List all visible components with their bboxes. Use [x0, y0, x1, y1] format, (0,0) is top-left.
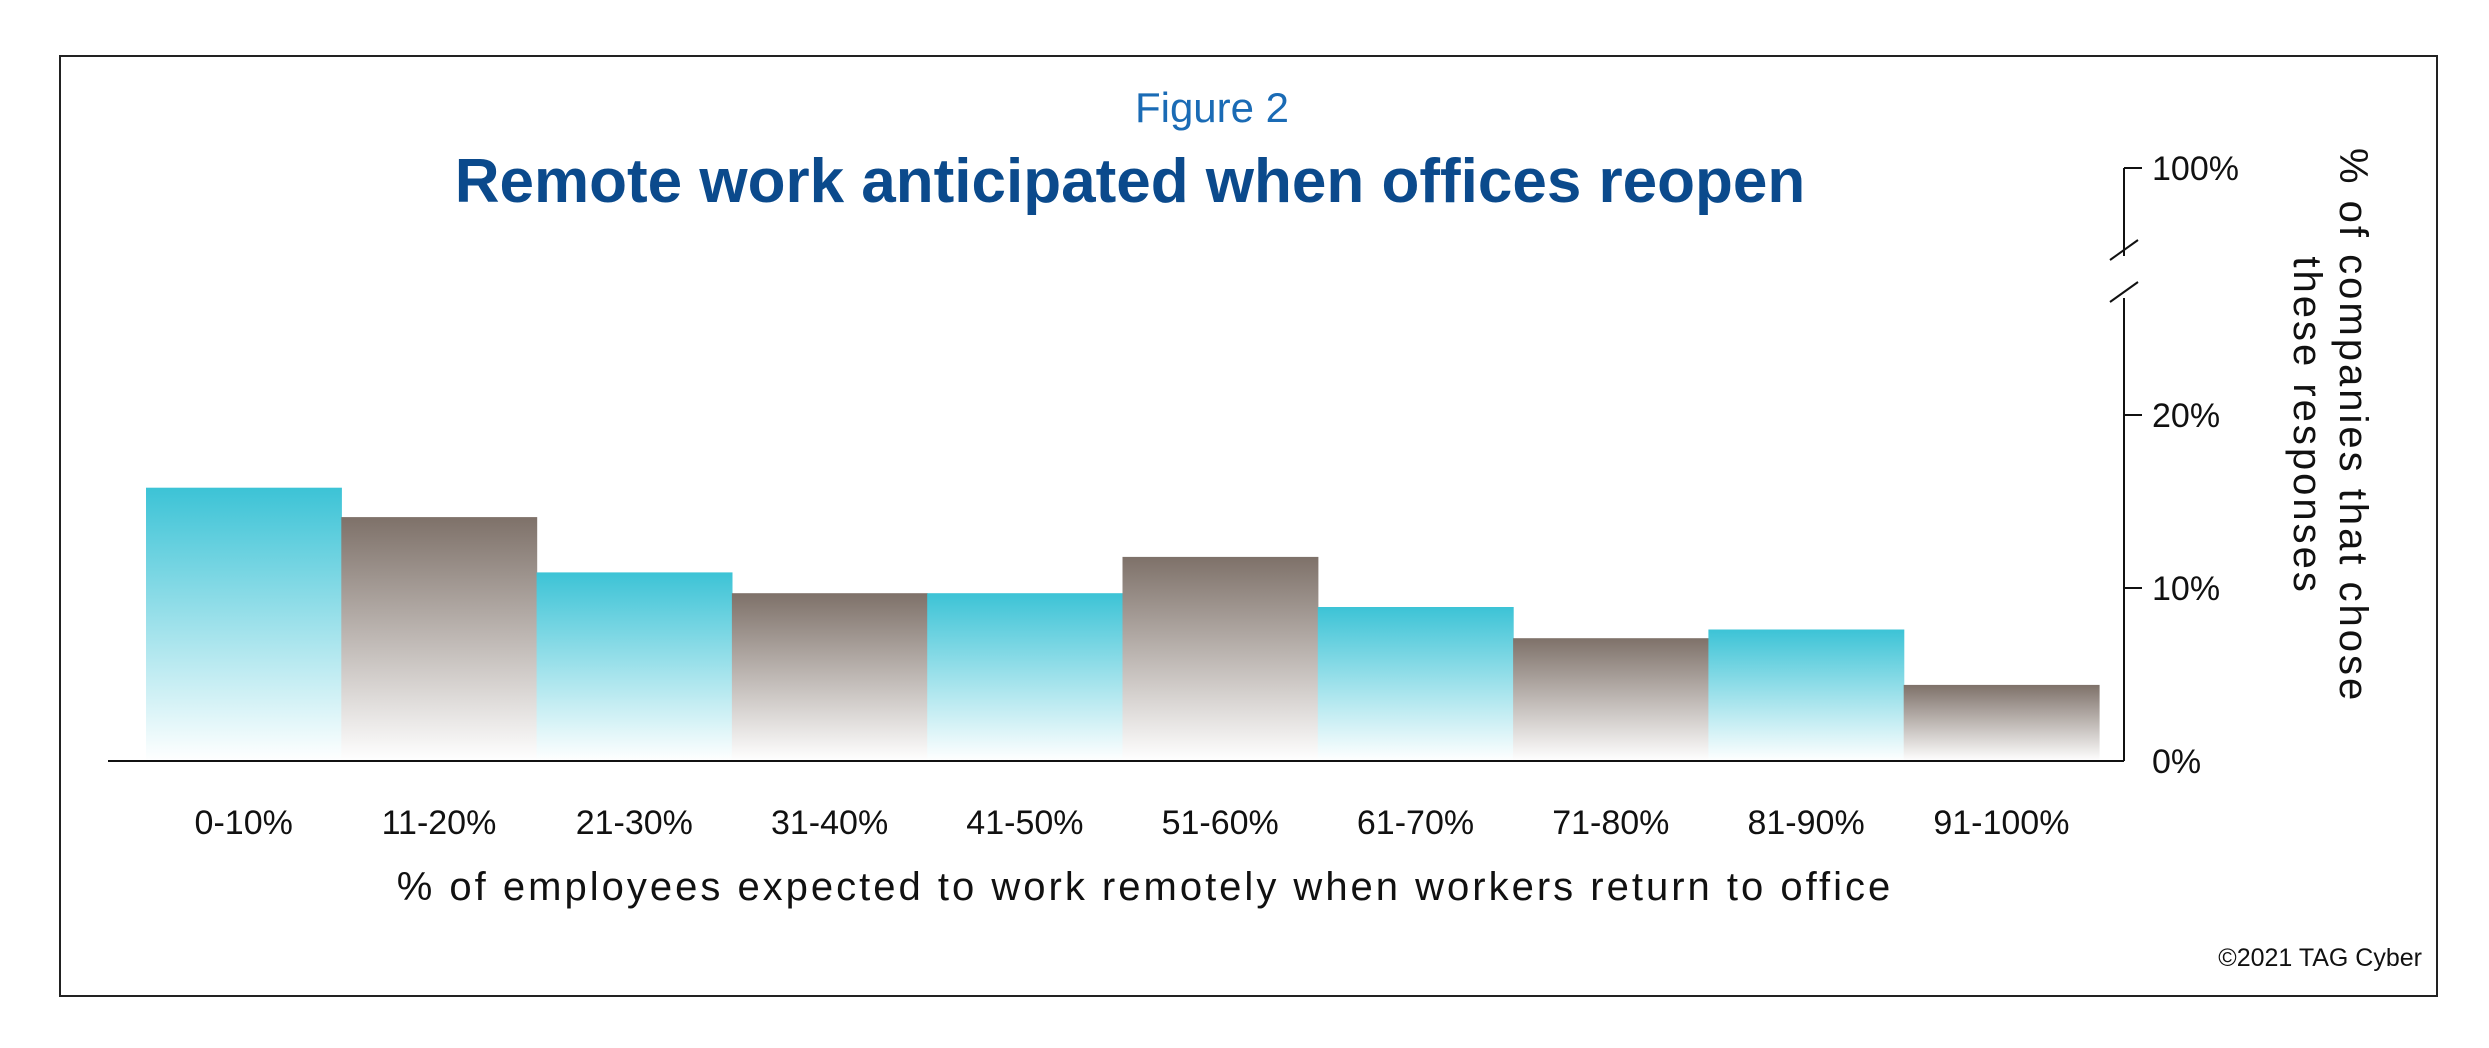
y-tick-label: 0% [2152, 743, 2201, 781]
x-tick-label: 71-80% [1552, 804, 1669, 842]
bar-31-40pct [731, 593, 928, 761]
x-tick-label: 31-40% [771, 804, 888, 842]
axis-break-mark [2109, 239, 2139, 261]
x-tick-label: 91-100% [1933, 804, 2069, 842]
bar-21-30pct [536, 572, 733, 761]
x-tick-label: 21-30% [576, 804, 693, 842]
x-tick-label: 0-10% [195, 804, 293, 842]
figure-label: Figure 2 [1135, 84, 1289, 131]
bar-61-70pct [1317, 607, 1514, 761]
y-tick-label: 100% [2152, 150, 2239, 188]
bar-91-100pct [1903, 684, 2100, 761]
x-tick-label: 81-90% [1747, 804, 1864, 842]
bar-51-60pct [1122, 556, 1319, 761]
bar-41-50pct [927, 593, 1124, 761]
copyright: ©2021 TAG Cyber [2218, 944, 2422, 972]
x-tick-labels: 0-10% 11-20% 21-30% 31-40% 41-50% 51-60% 61-70… [195, 804, 2070, 842]
bar-11-20pct [341, 517, 538, 761]
figure-frame [59, 55, 2438, 997]
bar-71-80pct [1513, 638, 1709, 761]
y-axis-label-line-2: these responses [2285, 256, 2329, 595]
bar-0-10pct [146, 487, 342, 761]
x-tick-label: 51-60% [1162, 804, 1279, 842]
x-tick-label: 61-70% [1357, 804, 1474, 842]
bars-group [146, 487, 2100, 761]
chart-title: Remote work anticipated when offices reo… [455, 147, 1806, 216]
y-tick-label: 20% [2152, 397, 2220, 435]
y-axis-label-line-1: % of companies that chose [2331, 148, 2375, 703]
y-tick-label: 10% [2152, 570, 2220, 608]
x-axis-label: % of employees expected to work remotely… [397, 865, 1894, 909]
y-axis: 0% 10% 20% 100% [2109, 150, 2239, 781]
bar-81-90pct [1708, 629, 1905, 761]
x-tick-label: 11-20% [382, 804, 497, 842]
x-tick-label: 41-50% [966, 804, 1083, 842]
axis-break-mark [2109, 281, 2139, 303]
